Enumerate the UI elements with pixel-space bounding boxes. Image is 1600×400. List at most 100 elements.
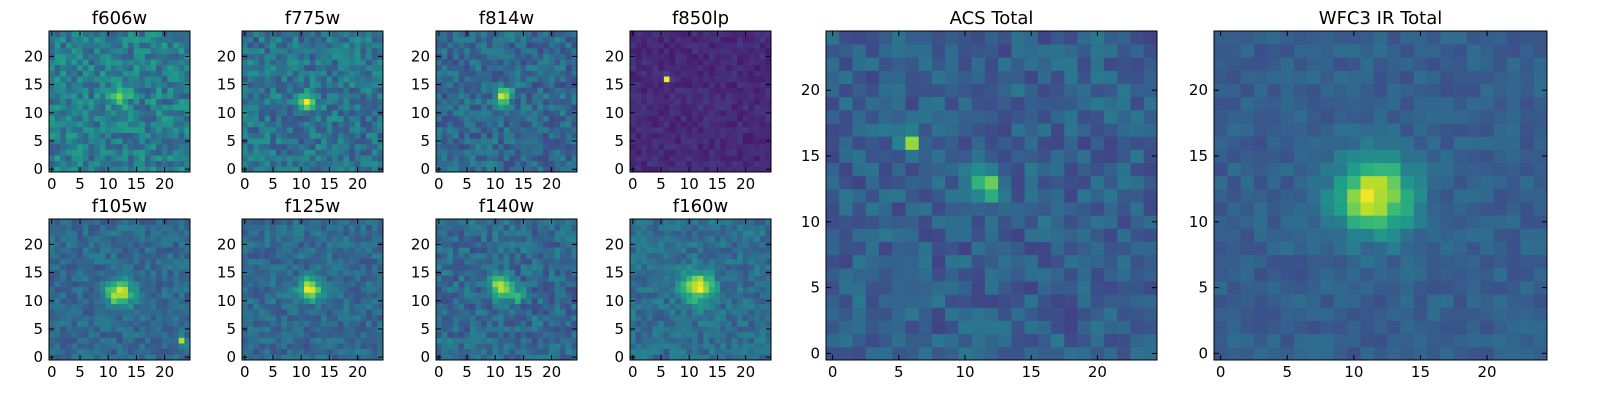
heatmap-cell [630,98,637,105]
heatmap-cell [714,36,721,43]
heatmap-cell [759,126,766,133]
heatmap-cell [275,337,282,344]
heatmap-cell [320,281,327,288]
heatmap-cell [731,331,738,338]
heatmap-cell [663,109,670,116]
heatmap-cell [264,337,271,344]
heatmap-cell [371,320,378,327]
heatmap-cell [675,42,682,49]
heatmap-cell [675,59,682,66]
heatmap-cell [116,109,123,116]
heatmap-cell [377,303,384,310]
heatmap-cell [669,138,676,145]
heatmap-cell [543,303,550,310]
heatmap-cell [646,281,653,288]
heatmap-cell [441,76,448,83]
heatmap-cell [725,109,732,116]
heatmap-cell [652,143,659,150]
heatmap-cell [458,104,465,111]
heatmap-cell [498,337,505,344]
heatmap-cell [298,269,305,276]
heatmap-cell [315,81,322,88]
heatmap-cell [686,36,693,43]
heatmap-cell [258,104,265,111]
panel-title: f775w [285,8,340,29]
heatmap-cell [178,64,185,71]
heatmap-cell [475,320,482,327]
heatmap-cell [264,320,271,327]
heatmap-cell [343,115,350,122]
heatmap-cell [765,115,772,122]
heatmap-cell [94,138,101,145]
heatmap-cell [486,76,493,83]
heatmap-cell [377,258,384,265]
heatmap-cell [520,155,527,162]
heatmap-cell [565,59,572,66]
heatmap-cell [759,104,766,111]
heatmap-cell [630,292,637,299]
heatmap-cell [731,98,738,105]
heatmap-cell [708,70,715,77]
heatmap-cell [469,292,476,299]
heatmap-cell [737,149,744,156]
heatmap-cell [720,81,727,88]
heatmap-cell [571,343,578,350]
heatmap-cell [326,138,333,145]
heatmap-cell [292,264,299,271]
heatmap-cell [332,132,339,139]
heatmap-cell [156,320,163,327]
heatmap-cell [270,309,277,316]
heatmap-cell [703,275,710,282]
heatmap-cell [720,76,727,83]
heatmap-cell [680,98,687,105]
heatmap-cell [343,98,350,105]
heatmap-cell [326,230,333,237]
heatmap-cell [680,155,687,162]
heatmap-cell [646,47,653,54]
heatmap-cell [270,252,277,259]
heatmap-cell [759,331,766,338]
heatmap-cell [675,121,682,128]
heatmap-cell [360,93,367,100]
heatmap-cell [742,155,749,162]
heatmap-cell [565,81,572,88]
heatmap-cell [669,303,676,310]
heatmap-cell [247,31,254,38]
heatmap-cell [708,121,715,128]
heatmap-cell [247,224,254,231]
heatmap-cell [498,70,505,77]
heatmap-cell [77,314,84,321]
heatmap-cell [560,31,567,38]
heatmap-cell [503,343,510,350]
heatmap-cell [354,155,361,162]
heatmap-cell [343,281,350,288]
heatmap-cell [167,31,174,38]
y-tick-label: 5 [33,320,43,338]
heatmap-cell [270,59,277,66]
heatmap-cell [714,303,721,310]
heatmap-cell [77,247,84,254]
heatmap-cell [320,320,327,327]
heatmap-cell [139,115,146,122]
heatmap-cell [315,31,322,38]
heatmap-cell [253,354,260,361]
heatmap-cell [122,76,129,83]
heatmap-cell [122,81,129,88]
heatmap-cell [122,104,129,111]
heatmap-cell [258,166,265,173]
heatmap-cell [247,104,254,111]
heatmap-cell [475,309,482,316]
heatmap-cell [537,42,544,49]
heatmap-cell [360,70,367,77]
heatmap-cell [360,275,367,282]
heatmap-cell [99,258,106,265]
heatmap-cell [447,155,454,162]
heatmap-cell [253,81,260,88]
heatmap-cell [184,281,191,288]
heatmap-cell [543,343,550,350]
heatmap-cell [514,303,521,310]
heatmap-cell [548,149,555,156]
heatmap-cell [156,314,163,321]
heatmap-cell [326,87,333,94]
